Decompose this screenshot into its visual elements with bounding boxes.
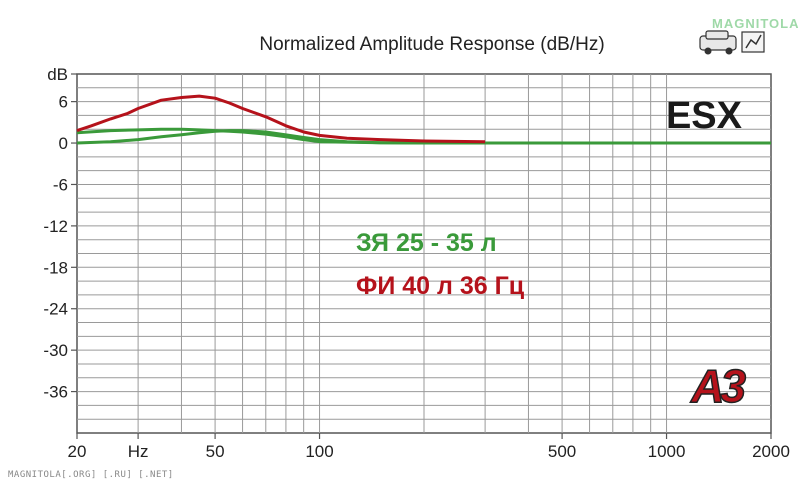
y-tick-label: 0 [59,134,68,153]
x-tick-label: Hz [128,442,149,461]
brand-label: ESX [666,95,743,137]
car-icon [699,30,737,55]
y-tick-label: -24 [43,300,68,319]
y-tick-label: -6 [53,175,68,194]
legend-closed-box: ЗЯ 25 - 35 л [356,229,497,257]
y-axis-ticks: dB 6 0 -6 -12 -18 -24 -30 -36 [43,65,77,402]
y-tick-label: -30 [43,341,68,360]
x-tick-label: 1000 [648,442,686,461]
footer-watermark: MAGNITOLA[.ORG] [.RU] [.NET] [8,470,174,480]
x-tick-label: 100 [305,442,333,461]
a3-logo: A3 [689,359,751,413]
y-tick-label: dB [47,65,68,84]
corner-watermark-logo: MAGNITOLA [712,16,800,31]
x-tick-label: 500 [548,442,576,461]
grid [77,74,771,433]
chart-title: Normalized Amplitude Response (dB/Hz) [259,34,604,55]
series-group [76,94,771,145]
y-tick-label: 6 [59,93,68,112]
y-tick-label: -18 [43,258,68,277]
y-tick-label: -36 [43,383,68,402]
x-axis-ticks: 20 Hz 50 100 500 1000 2000 [68,433,790,461]
series-line-0 [76,94,486,144]
legend-vented-box: ФИ 40 л 36 Гц [356,272,525,300]
series-line-1 [76,127,771,145]
header-icons [699,30,765,55]
x-tick-label: 20 [68,442,87,461]
x-tick-label: 2000 [752,442,790,461]
x-tick-label: 50 [206,442,225,461]
a3-logo-text: A3 [690,360,746,412]
measurement-icon [741,31,765,53]
y-tick-label: -12 [43,217,68,236]
